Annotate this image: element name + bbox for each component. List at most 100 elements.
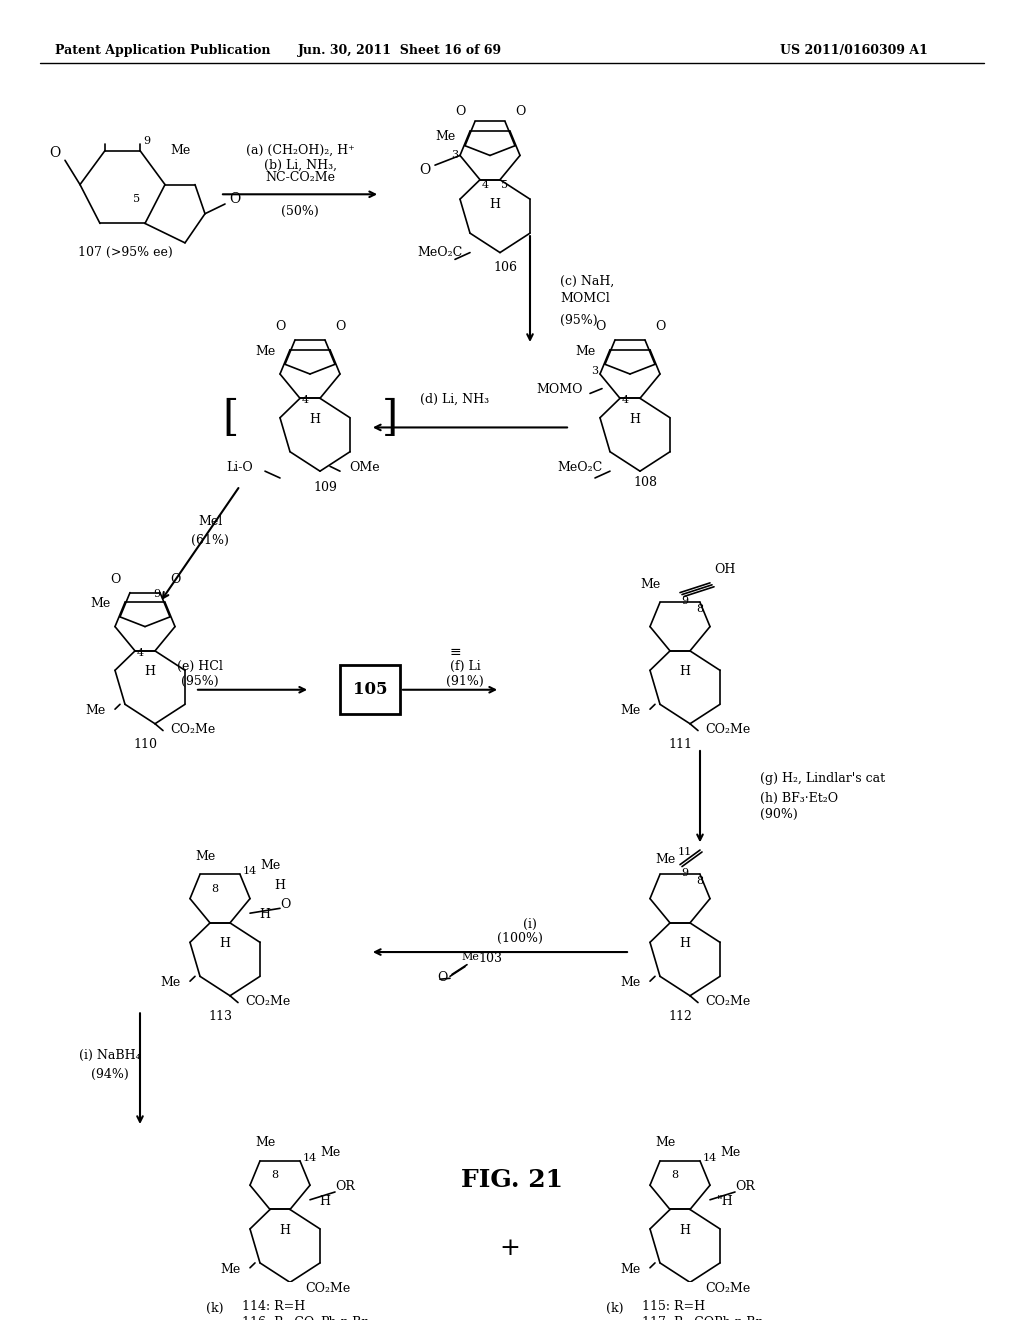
Text: O: O [654,321,666,334]
Text: Me: Me [574,345,595,358]
Text: Me: Me [620,975,640,989]
Text: 8: 8 [696,605,703,614]
Text: (b) Li, NH₃,: (b) Li, NH₃, [263,158,337,172]
Text: 9: 9 [143,136,151,147]
Text: O: O [420,162,431,177]
Text: Me: Me [90,597,111,610]
Text: H: H [274,879,286,892]
Text: (50%): (50%) [282,206,318,218]
Text: 3: 3 [592,366,599,376]
Text: 14: 14 [243,866,257,876]
Text: (h) BF₃·Et₂O: (h) BF₃·Et₂O [760,792,838,804]
Text: O: O [515,106,525,119]
Text: 114: R=H: 114: R=H [242,1300,305,1312]
Text: (k): (k) [206,1302,224,1315]
Text: Patent Application Publication: Patent Application Publication [55,44,270,57]
Text: ≡: ≡ [450,644,461,659]
Text: FIG. 21: FIG. 21 [461,1168,563,1192]
Text: +: + [500,1237,520,1259]
Text: 8: 8 [211,884,218,894]
Text: O: O [274,321,286,334]
Text: (k): (k) [606,1302,624,1315]
Text: [: [ [222,397,239,438]
Text: 105: 105 [352,681,387,698]
Text: (e) HCl: (e) HCl [177,660,223,673]
Text: "H: "H [717,1195,733,1208]
Text: Li-O: Li-O [226,461,253,474]
Text: 5: 5 [502,180,509,190]
Text: Me: Me [720,1146,740,1159]
Text: MOMCl: MOMCl [560,292,609,305]
Text: NC-CO₂Me: NC-CO₂Me [265,172,335,185]
Text: (95%): (95%) [181,675,219,688]
Bar [340,665,400,714]
Text: O: O [280,899,290,911]
Text: (91%): (91%) [446,675,484,688]
Text: MeO₂C: MeO₂C [557,461,603,474]
Text: 117: R=COPh-η-Br: 117: R=COPh-η-Br [642,1316,762,1320]
Text: Me: Me [255,345,275,358]
Text: Me: Me [220,1263,240,1275]
Text: 5: 5 [133,194,140,205]
Text: H: H [319,1195,331,1208]
Text: 4: 4 [136,648,143,657]
Text: 4: 4 [301,395,308,405]
Text: 3: 3 [452,150,459,161]
Text: (95%): (95%) [560,314,598,327]
Text: O: O [229,193,241,206]
Text: H: H [309,413,321,425]
Text: O: O [595,321,605,334]
Text: 108: 108 [633,475,657,488]
Text: CO₂Me: CO₂Me [170,723,215,737]
Text: Jun. 30, 2011  Sheet 16 of 69: Jun. 30, 2011 Sheet 16 of 69 [298,44,502,57]
Text: Me: Me [195,850,215,863]
Text: O: O [110,573,120,586]
Text: (c) NaH,: (c) NaH, [560,276,614,288]
Text: O: O [49,147,60,161]
Text: 14: 14 [303,1152,317,1163]
Text: CO₂Me: CO₂Me [705,1282,751,1295]
Text: ]: ] [382,397,398,438]
Text: 9: 9 [681,597,688,606]
Text: OMe: OMe [349,461,380,474]
Text: 8: 8 [696,876,703,886]
Text: Me: Me [620,1263,640,1275]
Text: (90%): (90%) [760,808,798,821]
Text: Me: Me [655,1137,675,1150]
Text: Me: Me [461,952,479,962]
Text: (a) (CH₂OH)₂, H⁺: (a) (CH₂OH)₂, H⁺ [246,144,354,157]
Text: H: H [680,937,690,950]
Text: OH: OH [715,564,735,576]
Text: 11: 11 [678,847,692,857]
Text: OR: OR [735,1180,755,1193]
Text: Ph-η-Br: Ph-η-Br [319,1316,368,1320]
Text: H: H [680,1224,690,1237]
Text: CO₂Me: CO₂Me [305,1282,350,1295]
Text: (94%): (94%) [91,1068,129,1081]
Text: (100%): (100%) [497,932,543,945]
Text: 111: 111 [668,738,692,751]
Text: O: O [455,106,465,119]
Text: CO₂Me: CO₂Me [245,995,290,1008]
Text: 9: 9 [681,869,688,878]
Text: 116: R=CO: 116: R=CO [242,1316,314,1320]
Text: MeO₂C: MeO₂C [418,246,463,259]
Text: 107 (>95% ee): 107 (>95% ee) [78,246,172,259]
Text: Me: Me [255,1137,275,1150]
Text: H: H [680,665,690,678]
Text: H: H [280,1224,291,1237]
Text: 9: 9 [154,590,161,599]
Text: Mel: Mel [198,515,222,528]
Text: Me: Me [170,144,190,157]
Text: (f) Li: (f) Li [450,660,480,673]
Text: Me: Me [85,704,105,717]
Text: 106: 106 [493,260,517,273]
Text: 14: 14 [702,1152,717,1163]
Text: MOMO: MOMO [537,383,584,396]
Text: 112: 112 [668,1010,692,1023]
Text: Me: Me [260,859,281,873]
Text: CO₂Me: CO₂Me [705,723,751,737]
Text: OR: OR [335,1180,355,1193]
Text: 103: 103 [478,952,502,965]
Text: 110: 110 [133,738,157,751]
